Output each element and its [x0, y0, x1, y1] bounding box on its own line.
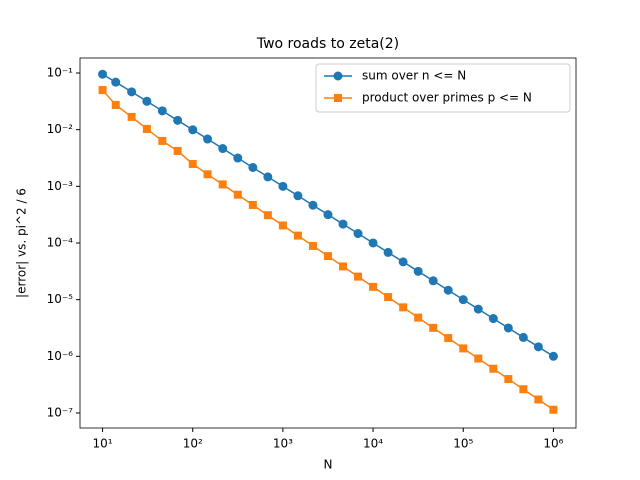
data-point [368, 238, 378, 248]
x-axis-label: N [324, 458, 333, 472]
data-point [353, 229, 363, 239]
y-axis-label: |error| vs. pi^2 / 6 [15, 188, 29, 298]
data-point [203, 170, 212, 179]
data-point [98, 69, 108, 79]
data-point [473, 304, 483, 314]
y-tick-label: 10⁻⁵ [47, 292, 74, 306]
data-point [293, 191, 303, 201]
data-point [354, 272, 363, 281]
data-point [489, 364, 498, 373]
legend-marker [334, 94, 342, 102]
data-point [369, 282, 378, 291]
data-point [504, 375, 513, 384]
y-tick-label: 10⁻³ [47, 179, 74, 193]
chart-title: Two roads to zeta(2) [256, 36, 399, 52]
legend-box [315, 63, 571, 113]
data-point [157, 106, 167, 116]
data-point [398, 257, 408, 267]
x-tick-label: 10⁵ [453, 437, 473, 451]
data-point [218, 180, 227, 189]
data-point [428, 276, 438, 286]
plot-frame [79, 57, 577, 429]
series-line [102, 89, 554, 411]
data-point [188, 125, 198, 135]
data-point [443, 285, 453, 295]
data-point [293, 231, 302, 240]
y-tick-label: 10⁻² [47, 122, 74, 136]
x-tick-label: 10¹ [93, 437, 113, 451]
data-point [534, 395, 543, 404]
data-point [142, 96, 152, 106]
data-point [399, 303, 408, 312]
data-point [188, 159, 197, 168]
data-point [233, 190, 242, 199]
data-point [203, 134, 213, 144]
data-point [383, 247, 393, 257]
data-point [518, 332, 528, 342]
data-point [413, 266, 423, 276]
data-point [111, 77, 121, 87]
data-point [474, 354, 483, 363]
data-point [444, 334, 453, 343]
data-point [233, 153, 243, 163]
data-point [278, 221, 287, 230]
x-tick-label: 10⁴ [363, 437, 383, 451]
legend-marker [333, 71, 343, 81]
data-point [459, 344, 468, 353]
data-point [218, 144, 228, 154]
x-tick-label: 10² [183, 437, 203, 451]
data-point [248, 200, 257, 209]
y-tick-label: 10⁻⁴ [47, 235, 74, 249]
data-point [323, 252, 332, 261]
data-point [173, 146, 182, 155]
data-point [548, 351, 558, 361]
y-tick-label: 10⁻⁷ [47, 405, 74, 419]
data-point [339, 262, 348, 271]
data-point [127, 112, 136, 121]
x-tick-label: 10³ [273, 437, 293, 451]
data-point [533, 342, 543, 352]
y-tick-label: 10⁻¹ [47, 66, 74, 80]
data-point [308, 200, 318, 210]
x-tick-label: 10⁶ [543, 437, 563, 451]
data-point [263, 172, 273, 182]
data-point [248, 162, 258, 172]
data-point [142, 124, 151, 133]
data-point [488, 314, 498, 324]
data-point [549, 405, 558, 414]
data-point [278, 181, 288, 191]
data-point [111, 100, 120, 109]
data-point [158, 136, 167, 145]
data-point [323, 210, 333, 220]
data-point [414, 313, 423, 322]
data-point [429, 323, 438, 332]
data-point [384, 293, 393, 302]
legend-label: product over primes p <= N [362, 91, 532, 105]
data-point [503, 323, 513, 333]
legend-label: sum over n <= N [362, 69, 466, 83]
data-point [458, 295, 468, 305]
data-point [263, 211, 272, 220]
data-point [519, 385, 528, 394]
data-point [98, 86, 107, 95]
data-point [173, 115, 183, 125]
data-point [338, 219, 348, 229]
y-tick-label: 10⁻⁶ [47, 349, 74, 363]
data-point [308, 241, 317, 250]
data-point [127, 87, 137, 97]
